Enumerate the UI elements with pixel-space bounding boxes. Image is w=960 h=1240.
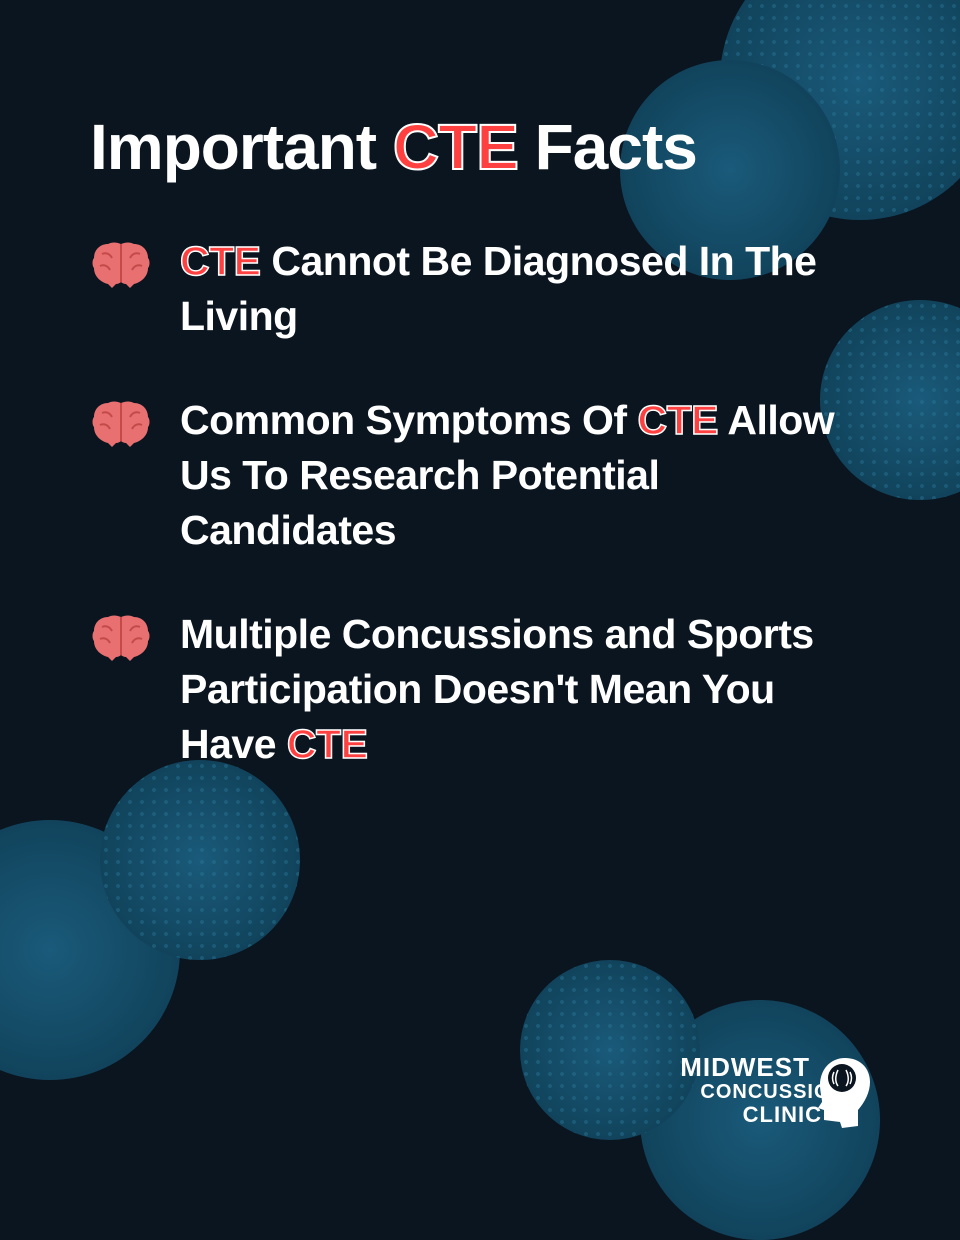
fact-highlight: CTE — [637, 397, 718, 443]
logo-head-icon — [810, 1050, 880, 1130]
fact-highlight: CTE — [287, 721, 368, 767]
brain-icon — [90, 611, 152, 663]
logo-line1: MIDWEST — [680, 1053, 810, 1082]
page-title: Important CTE Facts — [90, 110, 880, 184]
logo: MIDWEST CONCUSSION CLINIC — [680, 1050, 880, 1130]
fact-text: Multiple Concussions and Sports Particip… — [180, 607, 880, 773]
fact-span: Multiple Concussions and Sports Particip… — [180, 611, 814, 768]
fact-text: CTE Cannot Be Diagnosed In The Living — [180, 234, 880, 345]
fact-text: Common Symptoms Of CTE Allow Us To Resea… — [180, 393, 880, 559]
bg-circle — [100, 760, 300, 960]
brain-icon — [90, 397, 152, 449]
fact-span: Common Symptoms Of — [180, 397, 637, 443]
content-area: Important CTE Facts CTE Cannot Be Diagno… — [0, 0, 960, 773]
title-post: Facts — [518, 111, 697, 183]
bg-circle — [520, 960, 700, 1140]
title-highlight: CTE — [393, 111, 518, 183]
fact-item: Multiple Concussions and Sports Particip… — [90, 607, 880, 773]
fact-item: Common Symptoms Of CTE Allow Us To Resea… — [90, 393, 880, 559]
brain-icon — [90, 238, 152, 290]
title-pre: Important — [90, 111, 393, 183]
logo-text: MIDWEST CONCUSSION CLINIC — [680, 1053, 810, 1128]
fact-item: CTE Cannot Be Diagnosed In The Living — [90, 234, 880, 345]
facts-list: CTE Cannot Be Diagnosed In The Living Co… — [90, 234, 880, 773]
fact-span: Cannot Be Diagnosed In The Living — [180, 238, 816, 339]
fact-highlight: CTE — [180, 238, 261, 284]
